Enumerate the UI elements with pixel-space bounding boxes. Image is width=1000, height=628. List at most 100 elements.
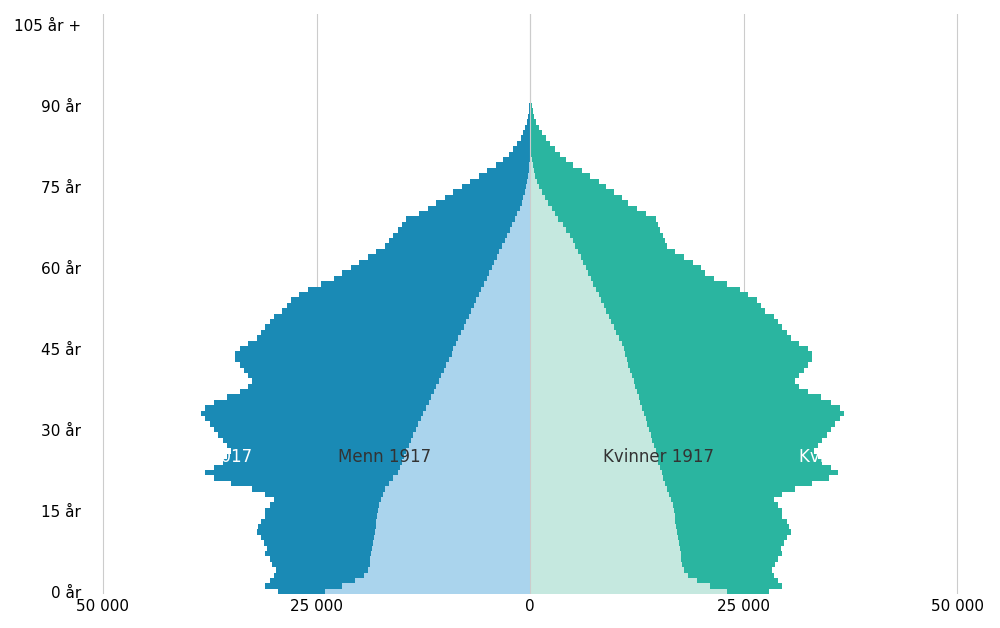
Bar: [530, 238, 665, 243]
Bar: [528, 114, 530, 119]
Bar: [474, 303, 530, 308]
Bar: [413, 432, 530, 438]
Bar: [530, 421, 647, 427]
Bar: [530, 211, 646, 216]
Bar: [231, 448, 530, 454]
Bar: [270, 502, 530, 508]
Bar: [481, 286, 530, 292]
Bar: [530, 465, 831, 470]
Bar: [527, 119, 530, 124]
Bar: [530, 249, 578, 254]
Bar: [530, 297, 601, 303]
Bar: [374, 535, 530, 540]
Bar: [530, 567, 684, 573]
Bar: [452, 351, 530, 357]
Bar: [530, 324, 614, 330]
Bar: [389, 238, 530, 243]
Bar: [530, 265, 586, 270]
Bar: [235, 351, 530, 357]
Bar: [423, 411, 530, 416]
Bar: [530, 324, 782, 330]
Bar: [530, 313, 774, 319]
Bar: [530, 222, 563, 227]
Bar: [530, 546, 680, 551]
Bar: [530, 351, 812, 357]
Bar: [515, 216, 530, 222]
Bar: [530, 303, 604, 308]
Bar: [530, 259, 583, 265]
Bar: [530, 535, 678, 540]
Bar: [502, 243, 530, 249]
Bar: [381, 497, 530, 502]
Bar: [257, 529, 530, 535]
Text: Menn 2017: Menn 2017: [159, 448, 252, 465]
Bar: [379, 502, 530, 508]
Bar: [530, 513, 782, 519]
Bar: [530, 184, 539, 190]
Bar: [400, 465, 530, 470]
Bar: [393, 475, 530, 481]
Bar: [476, 297, 530, 303]
Bar: [398, 470, 530, 475]
Bar: [235, 357, 530, 362]
Bar: [530, 335, 619, 340]
Bar: [282, 308, 530, 313]
Bar: [270, 578, 530, 583]
Bar: [444, 367, 530, 373]
Text: Kvinner 2017: Kvinner 2017: [799, 448, 910, 465]
Bar: [389, 481, 530, 486]
Bar: [530, 513, 675, 519]
Bar: [530, 211, 555, 216]
Bar: [378, 508, 530, 513]
Bar: [429, 400, 530, 405]
Bar: [507, 232, 530, 238]
Bar: [528, 173, 530, 178]
Bar: [377, 513, 530, 519]
Bar: [526, 184, 530, 190]
Bar: [530, 459, 822, 465]
Bar: [351, 265, 530, 270]
Bar: [530, 346, 808, 351]
Bar: [530, 384, 799, 389]
Bar: [436, 200, 530, 205]
Bar: [441, 373, 530, 378]
Bar: [464, 324, 530, 330]
Bar: [406, 448, 530, 454]
Bar: [497, 254, 530, 259]
Bar: [530, 178, 537, 184]
Bar: [530, 556, 778, 562]
Bar: [402, 222, 530, 227]
Bar: [426, 405, 530, 411]
Bar: [453, 190, 530, 195]
Bar: [530, 394, 639, 400]
Bar: [398, 227, 530, 232]
Bar: [461, 330, 530, 335]
Bar: [530, 168, 582, 173]
Bar: [227, 443, 530, 448]
Bar: [278, 589, 530, 594]
Bar: [530, 319, 778, 324]
Bar: [530, 378, 795, 384]
Bar: [530, 524, 676, 529]
Bar: [530, 114, 534, 119]
Bar: [210, 421, 530, 427]
Bar: [530, 481, 665, 486]
Bar: [530, 195, 545, 200]
Bar: [530, 405, 840, 411]
Bar: [321, 281, 530, 286]
Bar: [530, 357, 627, 362]
Bar: [530, 351, 625, 357]
Bar: [265, 583, 530, 589]
Bar: [522, 200, 530, 205]
Bar: [530, 232, 570, 238]
Bar: [530, 346, 624, 351]
Bar: [265, 492, 530, 497]
Bar: [530, 578, 778, 583]
Bar: [530, 540, 679, 546]
Bar: [530, 200, 628, 205]
Bar: [274, 497, 530, 502]
Bar: [261, 519, 530, 524]
Bar: [530, 497, 774, 502]
Bar: [375, 529, 530, 535]
Bar: [494, 259, 530, 265]
